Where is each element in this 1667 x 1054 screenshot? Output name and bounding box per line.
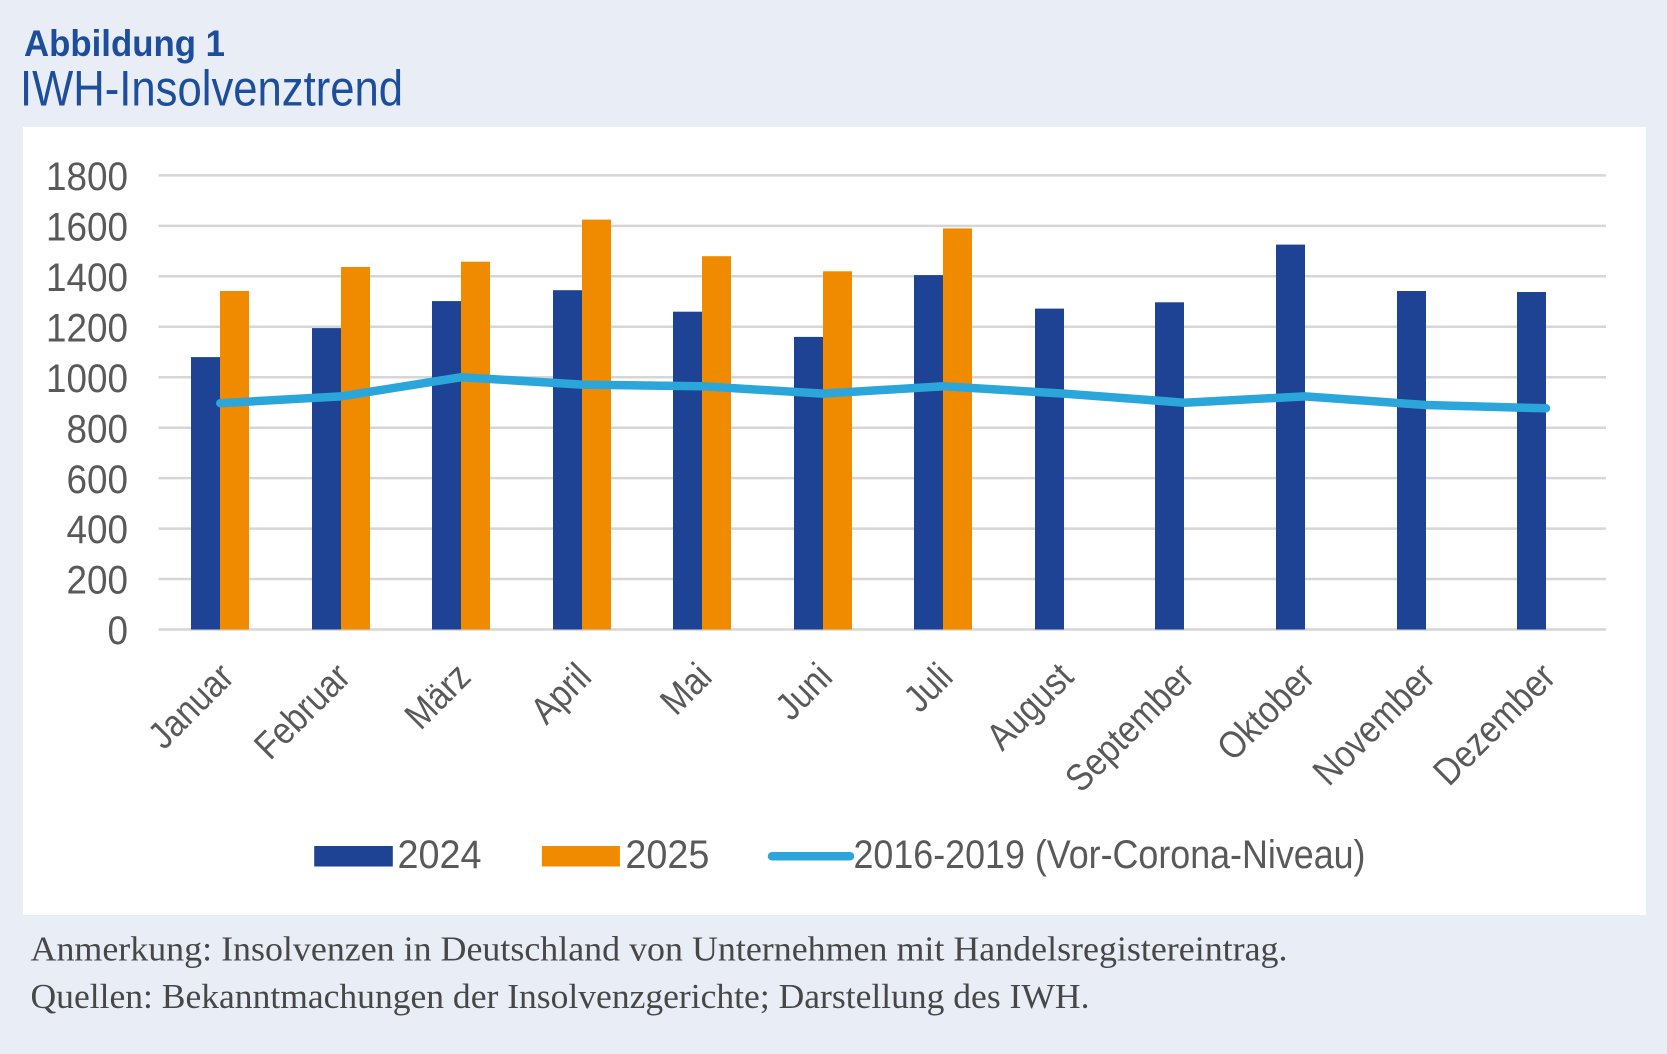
svg-text:200: 200 — [67, 559, 129, 603]
svg-text:2016-2019 (Vor-Corona-Niveau): 2016-2019 (Vor-Corona-Niveau) — [854, 833, 1366, 877]
svg-text:Anmerkung: Insolvenzen in Deut: Anmerkung: Insolvenzen in Deutschland vo… — [31, 931, 1288, 969]
svg-text:Quellen: Bekanntmachungen der: Quellen: Bekanntmachungen der Insolvenzg… — [31, 978, 1090, 1016]
svg-text:1200: 1200 — [46, 306, 128, 350]
svg-text:1600: 1600 — [46, 206, 128, 250]
svg-text:2024: 2024 — [398, 833, 482, 877]
svg-text:1400: 1400 — [46, 256, 128, 300]
svg-text:1000: 1000 — [46, 357, 128, 401]
svg-text:400: 400 — [67, 508, 129, 552]
svg-text:800: 800 — [67, 407, 129, 451]
svg-text:IWH-Insolvenztrend: IWH-Insolvenztrend — [20, 61, 403, 117]
svg-text:1800: 1800 — [46, 155, 128, 199]
svg-text:2025: 2025 — [625, 833, 709, 877]
svg-text:Abbildung 1: Abbildung 1 — [24, 23, 225, 64]
svg-text:0: 0 — [108, 609, 129, 653]
svg-text:600: 600 — [67, 458, 129, 502]
